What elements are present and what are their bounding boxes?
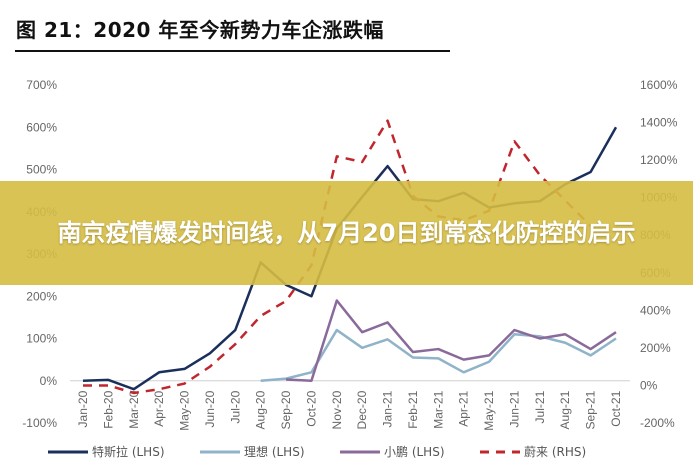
legend-label: 理想 (LHS): [244, 444, 305, 459]
x-axis-tick: Oct-20: [304, 390, 318, 426]
legend-label: 特斯拉 (LHS): [92, 444, 165, 459]
x-axis-tick: Jun-20: [203, 390, 217, 427]
right-axis-tick: 400%: [640, 303, 671, 317]
left-axis-tick: -100%: [22, 416, 57, 430]
headline-banner: 南京疫情爆发时间线，从7月20日到常态化防控的启示: [0, 181, 693, 285]
x-axis-tick: Sep-20: [279, 390, 293, 429]
x-axis-tick: Sep-21: [584, 390, 598, 429]
right-axis-tick: 1400%: [640, 116, 678, 130]
x-axis-tick: Jan-20: [76, 390, 90, 427]
left-axis-tick: 200%: [26, 289, 57, 303]
right-axis-tick: 0%: [640, 378, 658, 392]
x-axis-tick: May-21: [482, 390, 496, 430]
legend-label: 蔚来 (RHS): [524, 445, 586, 459]
x-axis-tick: Jul-21: [533, 390, 547, 423]
x-axis-tick: May-20: [178, 390, 192, 430]
headline-text: 南京疫情爆发时间线，从7月20日到常态化防控的启示: [57, 219, 636, 247]
right-axis-tick: 200%: [640, 341, 671, 355]
right-axis-tick: -200%: [640, 416, 675, 430]
legend-label: 小鹏 (LHS): [384, 445, 445, 459]
x-axis-tick: Oct-21: [609, 390, 623, 426]
series-line-2: [285, 299, 617, 382]
x-axis-tick: Aug-20: [254, 390, 268, 429]
left-axis-tick: 700%: [26, 78, 57, 92]
left-axis-tick: 500%: [26, 163, 57, 177]
x-axis-tick: Jan-21: [381, 390, 395, 427]
right-axis-tick: 1600%: [640, 78, 678, 92]
x-axis-tick: Aug-21: [558, 390, 572, 429]
left-axis-tick: 100%: [26, 332, 57, 346]
title-divider: [15, 50, 450, 52]
figure-title: 图 21：2020 年至今新势力车企涨跌幅: [16, 18, 384, 42]
x-axis-tick: Mar-20: [127, 390, 141, 428]
x-axis-tick: Jul-20: [228, 390, 242, 423]
x-axis-tick: Feb-21: [406, 390, 420, 428]
x-axis-tick: Feb-20: [101, 390, 115, 428]
x-axis-tick: Dec-20: [355, 390, 369, 429]
right-axis-tick: 1200%: [640, 153, 678, 167]
x-axis-tick: Apr-20: [152, 390, 166, 426]
x-axis-tick: Nov-20: [330, 390, 344, 429]
left-axis-tick: 0%: [40, 374, 58, 388]
x-axis-tick: Mar-21: [431, 390, 445, 428]
x-axis-tick: Jun-21: [507, 390, 521, 427]
left-axis-tick: 600%: [26, 120, 57, 134]
x-axis-tick: Apr-21: [457, 390, 471, 426]
